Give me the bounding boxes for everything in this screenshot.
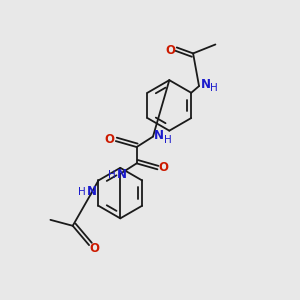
Text: N: N (154, 129, 164, 142)
Text: N: N (87, 185, 97, 198)
Text: N: N (117, 169, 127, 182)
Text: H: H (108, 170, 116, 180)
Text: H: H (164, 135, 172, 145)
Text: H: H (210, 83, 218, 94)
Text: H: H (78, 187, 86, 196)
Text: O: O (89, 242, 99, 255)
Text: O: O (166, 44, 176, 57)
Text: N: N (200, 78, 211, 91)
Text: O: O (105, 133, 115, 146)
Text: O: O (158, 161, 168, 174)
